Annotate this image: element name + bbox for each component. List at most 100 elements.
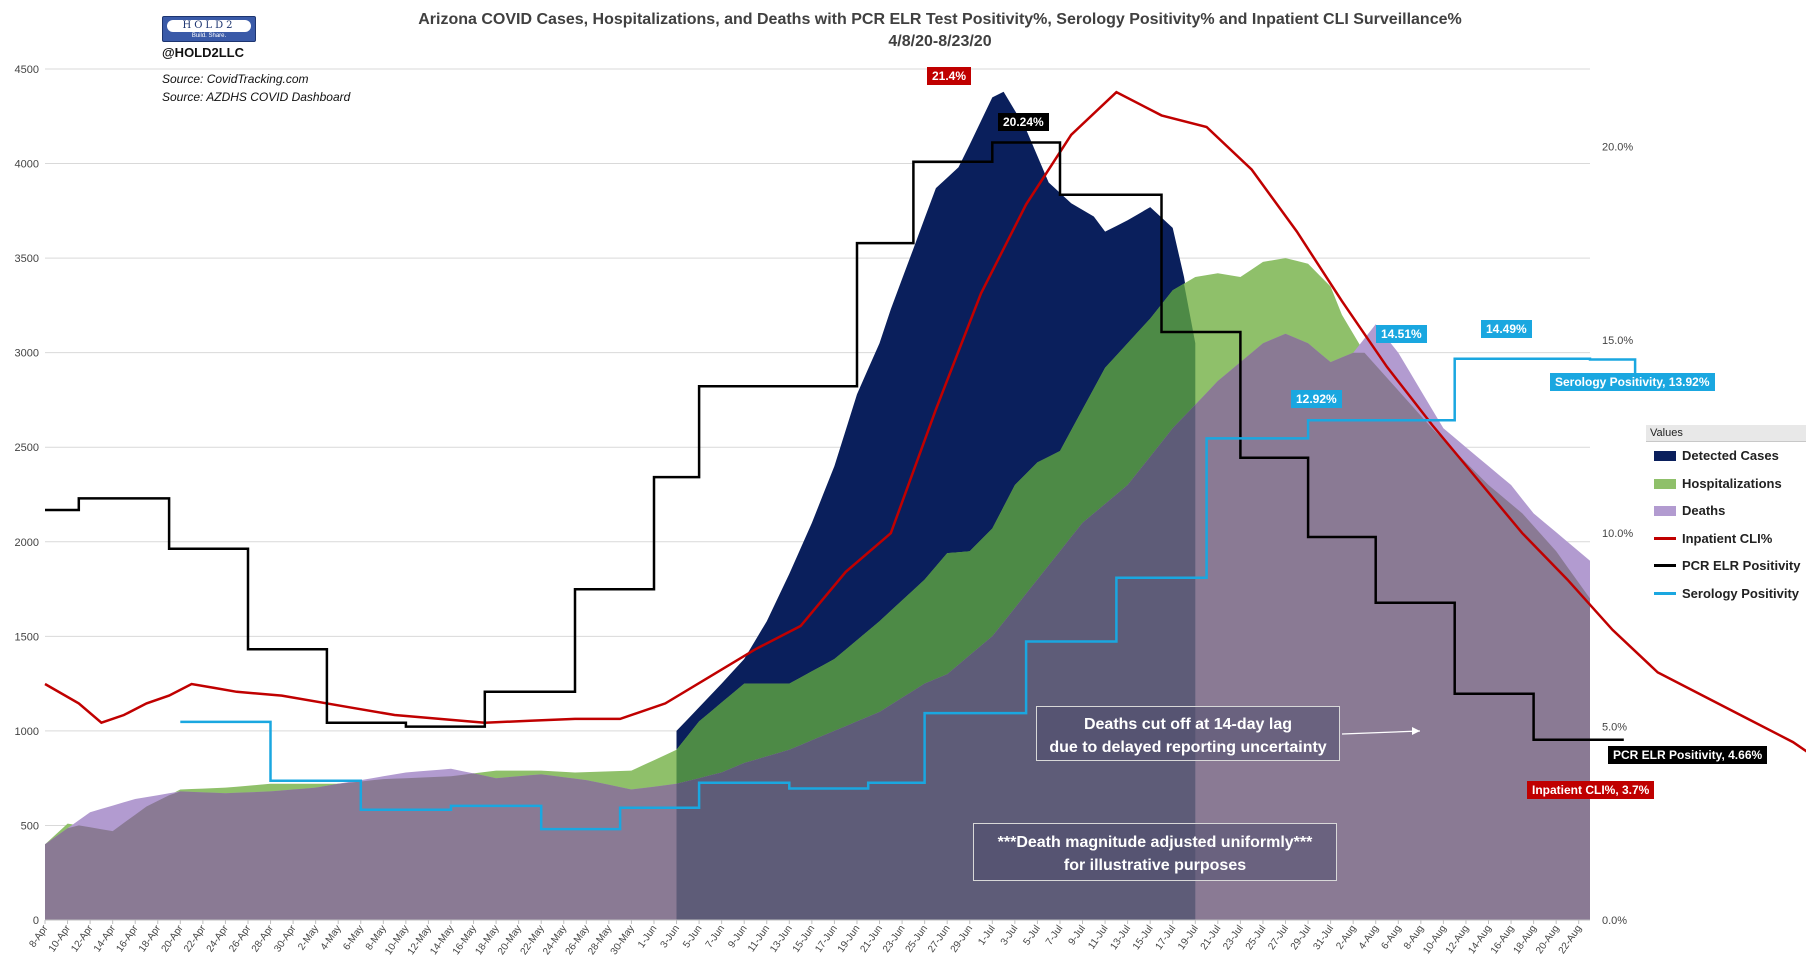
x-tick-29-Jul: 29-Jul <box>1289 923 1314 952</box>
legend-item-cli: Inpatient CLI% <box>1646 525 1806 553</box>
y-left-tick-3000: 3000 <box>15 348 39 360</box>
legend-label-hospitalizations: Hospitalizations <box>1682 475 1782 491</box>
x-tick-7-Jul: 7-Jul <box>1044 923 1065 947</box>
x-tick-31-Jul: 31-Jul <box>1311 923 1336 952</box>
y-left-tick-0: 0 <box>33 915 39 927</box>
x-tick-9-Jul: 9-Jul <box>1067 923 1088 947</box>
y-right-tick-15.0%: 15.0% <box>1602 335 1633 347</box>
y-right-tick-20.0%: 20.0% <box>1602 141 1633 153</box>
death-adjusted-note-line-2: for illustrative purposes <box>1063 857 1247 874</box>
x-tick-23-Jun: 23-Jun <box>881 923 908 954</box>
x-tick-13-Jul: 13-Jul <box>1108 923 1133 952</box>
y-right-tick-10.0%: 10.0% <box>1602 528 1633 540</box>
legend-label-cli: Inpatient CLI% <box>1682 530 1773 546</box>
deaths-lag-note-line-1: Deaths cut off at 14-day lag <box>1083 716 1293 733</box>
x-tick-4-May: 4-May <box>319 923 344 952</box>
y-left-tick-1000: 1000 <box>15 726 39 738</box>
logo-tagline: Build. Share. <box>191 33 227 39</box>
x-tick-21-Jul: 21-Jul <box>1199 923 1224 952</box>
x-tick-27-Jun: 27-Jun <box>926 923 953 954</box>
chart-subtitle: 4/8/20-8/23/20 <box>888 33 992 50</box>
x-tick-2-May: 2-May <box>296 923 321 952</box>
legend: Values Detected Cases Hospitalizations D… <box>1646 425 1806 607</box>
serology-label-1: 12.92% <box>1291 390 1342 408</box>
serology-label-2: 14.51% <box>1376 325 1427 343</box>
y-left-tick-4500: 4500 <box>15 64 39 76</box>
legend-swatch-serology <box>1654 591 1676 595</box>
x-tick-11-Jul: 11-Jul <box>1086 923 1110 951</box>
legend-swatch-deaths <box>1654 506 1676 516</box>
line-pcr-elr-positivity <box>45 141 1624 741</box>
serology-end-label: Serology Positivity, 13.92% <box>1550 373 1715 391</box>
y-left-tick-2000: 2000 <box>15 537 39 549</box>
legend-swatch-pcr <box>1654 564 1676 567</box>
x-tick-19-Jul: 19-Jul <box>1176 923 1201 952</box>
line-series <box>44 90 1806 831</box>
legend-item-pcr: PCR ELR Positivity <box>1646 552 1806 580</box>
x-tick-10-Apr: 10-Apr <box>47 923 74 954</box>
deaths-lag-arrowhead <box>1412 727 1420 735</box>
legend-item-serology: Serology Positivity <box>1646 580 1806 608</box>
x-tick-15-Jun: 15-Jun <box>791 923 818 954</box>
x-tick-16-Apr: 16-Apr <box>114 923 141 954</box>
x-tick-27-Jul: 27-Jul <box>1266 923 1291 952</box>
legend-swatch-cases <box>1654 451 1676 461</box>
x-tick-6-Aug: 6-Aug <box>1379 923 1403 951</box>
x-tick-1-Jun: 1-Jun <box>636 923 659 950</box>
hold2-logo: HOLD2 Build. Share. <box>162 16 256 42</box>
chart-title: Arizona COVID Cases, Hospitalizations, a… <box>418 11 1462 28</box>
legend-swatch-hospitalizations <box>1654 478 1676 489</box>
legend-label-serology: Serology Positivity <box>1682 585 1800 601</box>
pcr-end-label: PCR ELR Positivity, 4.66% <box>1608 746 1768 764</box>
deaths-lag-note: Deaths cut off at 14-day lag due to dela… <box>1036 706 1340 761</box>
x-tick-6-May: 6-May <box>341 923 366 952</box>
source-line-1: Source: CovidTracking.com <box>162 72 309 86</box>
chart-title-block: Arizona COVID Cases, Hospitalizations, a… <box>340 9 1540 53</box>
x-tick-25-Jul: 25-Jul <box>1244 923 1269 952</box>
x-tick-19-Jun: 19-Jun <box>836 923 863 954</box>
x-tick-26-Apr: 26-Apr <box>227 923 254 954</box>
y-left-tick-2500: 2500 <box>15 442 39 454</box>
y-left-tick-500: 500 <box>21 820 39 832</box>
x-tick-4-Aug: 4-Aug <box>1357 923 1381 951</box>
area-series <box>45 91 1590 921</box>
x-tick-20-Apr: 20-Apr <box>160 923 187 954</box>
x-tick-5-Jul: 5-Jul <box>1021 923 1042 947</box>
source-line-2: Source: AZDHS COVID Dashboard <box>162 90 351 104</box>
x-tick-17-Jun: 17-Jun <box>813 923 840 954</box>
line-inpatient-cli <box>44 90 1806 753</box>
legend-swatch-cli <box>1654 536 1676 540</box>
x-tick-28-Apr: 28-Apr <box>250 923 277 954</box>
x-tick-13-Jun: 13-Jun <box>768 923 795 954</box>
x-tick-24-Apr: 24-Apr <box>205 923 232 954</box>
x-tick-3-Jul: 3-Jul <box>999 923 1020 947</box>
legend-item-hospitalizations: Hospitalizations <box>1646 470 1806 498</box>
area-deaths-overlap-cases <box>676 404 1196 920</box>
x-tick-21-Jun: 21-Jun <box>858 923 885 954</box>
area-deaths-overlap-hosp <box>45 333 1590 920</box>
x-tick-7-Jun: 7-Jun <box>704 923 727 950</box>
x-tick-23-Jul: 23-Jul <box>1221 923 1246 952</box>
deaths-lag-note-line-2: due to delayed reporting uncertainty <box>1049 739 1327 756</box>
y-left-tick-4000: 4000 <box>15 159 39 171</box>
legend-label-pcr: PCR ELR Positivity <box>1682 558 1801 573</box>
legend-item-cases: Detected Cases <box>1646 442 1806 470</box>
deaths-lag-arrow <box>1341 730 1421 735</box>
x-tick-30-May: 30-May <box>609 923 637 957</box>
x-tick-17-Jul: 17-Jul <box>1154 923 1179 952</box>
line-serology-positivity <box>180 357 1669 831</box>
x-tick-5-Jun: 5-Jun <box>681 923 704 950</box>
x-tick-30-Apr: 30-Apr <box>272 923 299 954</box>
y-right-tick-5.0%: 5.0% <box>1602 722 1627 734</box>
legend-label-deaths: Deaths <box>1682 503 1726 518</box>
cli-peak-label: 21.4% <box>927 67 972 85</box>
y-left-tick-3500: 3500 <box>15 253 39 265</box>
legend-item-deaths: Deaths <box>1646 497 1806 525</box>
x-tick-3-Jun: 3-Jun <box>659 923 682 950</box>
logo-text: HOLD2 <box>167 20 251 32</box>
pcr-peak-label: 20.24% <box>998 113 1049 131</box>
y-left-tick-1500: 1500 <box>15 631 39 643</box>
x-tick-12-Apr: 12-Apr <box>69 923 96 954</box>
